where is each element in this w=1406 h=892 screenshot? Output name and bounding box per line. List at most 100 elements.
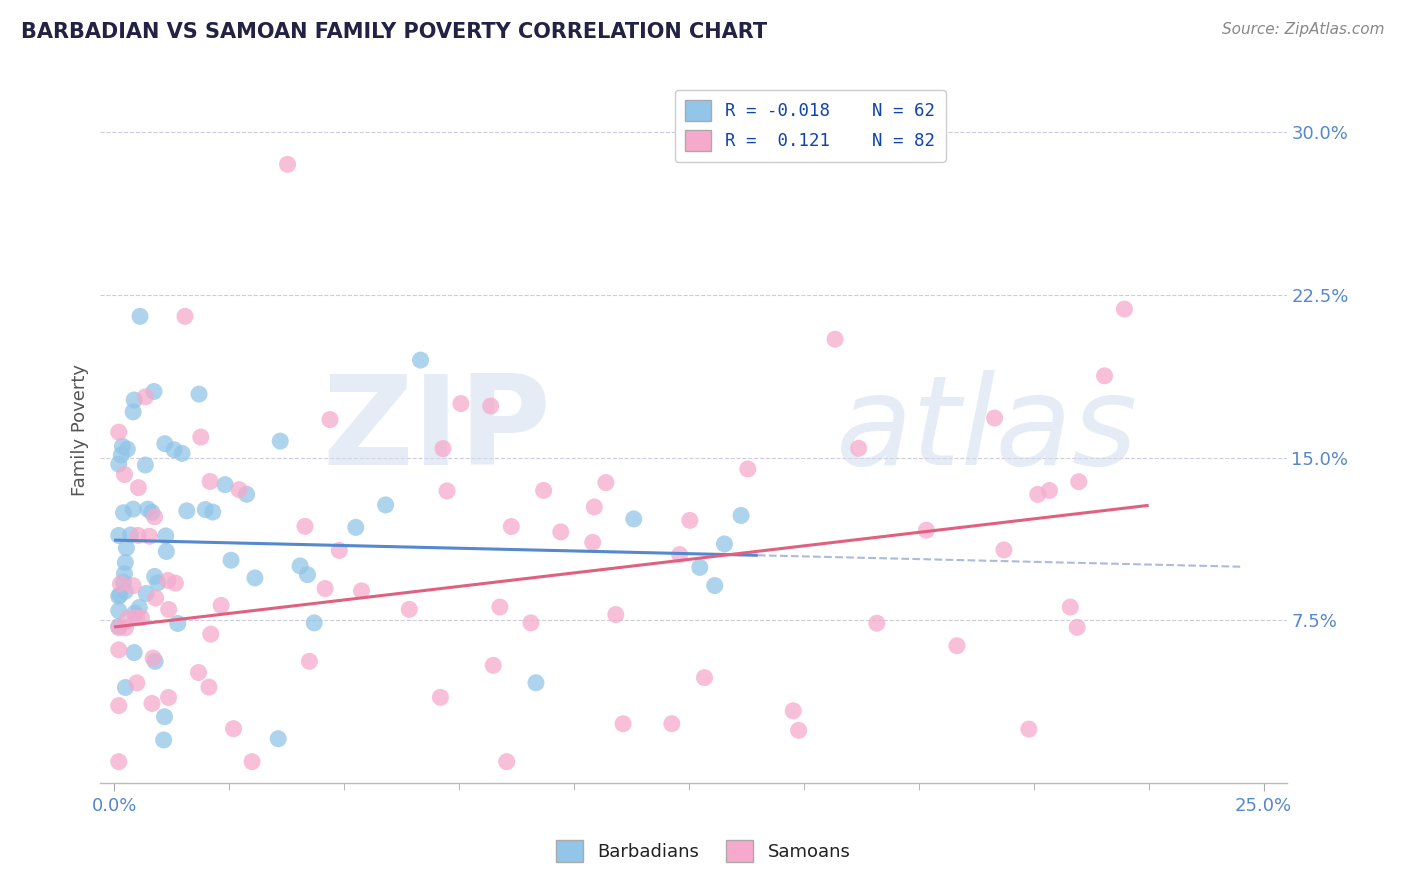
Point <box>107 619 129 633</box>
Point <box>138 529 160 543</box>
Point <box>114 566 136 581</box>
Point <box>108 588 131 602</box>
Point <box>429 690 451 705</box>
Point <box>737 462 759 476</box>
Point <box>114 584 136 599</box>
Point <box>120 528 142 542</box>
Point <box>114 681 136 695</box>
Point <box>107 457 129 471</box>
Point <box>214 477 236 491</box>
Point <box>703 578 725 592</box>
Point <box>787 723 810 738</box>
Point <box>145 591 167 605</box>
Point <box>328 543 350 558</box>
Point <box>107 589 129 603</box>
Point <box>146 575 169 590</box>
Point <box>432 442 454 456</box>
Point <box>107 425 129 439</box>
Point <box>134 390 156 404</box>
Point <box>188 387 211 401</box>
Point <box>107 604 129 618</box>
Point <box>176 504 198 518</box>
Point <box>153 436 176 450</box>
Point <box>946 639 969 653</box>
Point <box>983 411 1005 425</box>
Legend: Barbadians, Samoans: Barbadians, Samoans <box>548 833 858 870</box>
Point <box>520 615 543 630</box>
Point <box>141 505 163 519</box>
Point <box>501 519 523 533</box>
Point <box>117 611 139 625</box>
Point <box>661 716 683 731</box>
Point <box>108 621 131 635</box>
Point <box>166 616 188 631</box>
Point <box>107 528 129 542</box>
Point <box>112 506 135 520</box>
Point <box>848 442 870 456</box>
Point <box>533 483 555 498</box>
Point <box>131 610 153 624</box>
Text: Source: ZipAtlas.com: Source: ZipAtlas.com <box>1222 22 1385 37</box>
Point <box>1067 475 1090 489</box>
Point <box>114 556 136 570</box>
Point <box>277 157 299 171</box>
Point <box>436 483 458 498</box>
Point <box>200 627 222 641</box>
Point <box>134 458 156 472</box>
Point <box>689 560 711 574</box>
Point <box>115 541 138 555</box>
Point <box>713 537 735 551</box>
Point <box>269 434 291 449</box>
Point <box>125 610 148 624</box>
Point <box>194 502 217 516</box>
Point <box>163 442 186 457</box>
Point <box>157 602 180 616</box>
Point <box>235 487 257 501</box>
Point <box>107 755 129 769</box>
Point <box>128 600 150 615</box>
Point <box>495 755 517 769</box>
Point <box>124 606 146 620</box>
Point <box>595 475 617 490</box>
Point <box>143 509 166 524</box>
Point <box>190 430 212 444</box>
Point <box>297 567 319 582</box>
Point <box>112 575 135 590</box>
Point <box>350 583 373 598</box>
Point <box>583 500 606 514</box>
Point <box>1094 368 1116 383</box>
Point <box>114 621 136 635</box>
Point <box>122 405 145 419</box>
Point <box>319 412 342 426</box>
Point <box>114 467 136 482</box>
Point <box>915 523 938 537</box>
Point <box>155 544 177 558</box>
Point <box>143 569 166 583</box>
Point <box>187 665 209 680</box>
Point <box>1066 620 1088 634</box>
Point <box>125 676 148 690</box>
Point <box>267 731 290 746</box>
Point <box>623 512 645 526</box>
Point <box>993 542 1015 557</box>
Point <box>450 396 472 410</box>
Point <box>479 399 502 413</box>
Point <box>122 392 145 407</box>
Point <box>153 710 176 724</box>
Point <box>314 582 336 596</box>
Point <box>398 602 420 616</box>
Point <box>156 574 179 588</box>
Point <box>107 698 129 713</box>
Point <box>866 616 889 631</box>
Point <box>524 675 547 690</box>
Point <box>482 658 505 673</box>
Point <box>782 704 804 718</box>
Point <box>605 607 627 622</box>
Y-axis label: Family Poverty: Family Poverty <box>72 365 89 497</box>
Point <box>110 577 132 591</box>
Point <box>298 654 321 668</box>
Point <box>374 498 396 512</box>
Point <box>1114 302 1136 317</box>
Point <box>201 505 224 519</box>
Point <box>110 448 132 462</box>
